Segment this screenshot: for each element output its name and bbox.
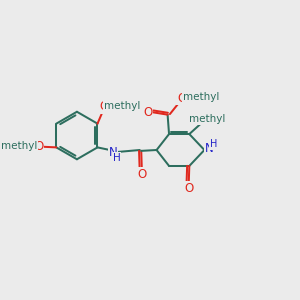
- Text: methyl: methyl: [188, 114, 225, 124]
- Text: O: O: [184, 182, 194, 195]
- Text: methyl: methyl: [1, 141, 38, 151]
- Text: H: H: [210, 139, 218, 148]
- Text: H: H: [113, 153, 121, 163]
- Text: methyl: methyl: [183, 92, 219, 102]
- Text: O: O: [34, 140, 44, 153]
- Text: O: O: [143, 106, 152, 118]
- Text: O: O: [137, 167, 147, 181]
- Text: O: O: [177, 92, 186, 105]
- Text: methyl: methyl: [104, 101, 141, 111]
- Text: O: O: [99, 100, 109, 113]
- Text: N: N: [205, 142, 214, 155]
- Text: N: N: [109, 146, 117, 159]
